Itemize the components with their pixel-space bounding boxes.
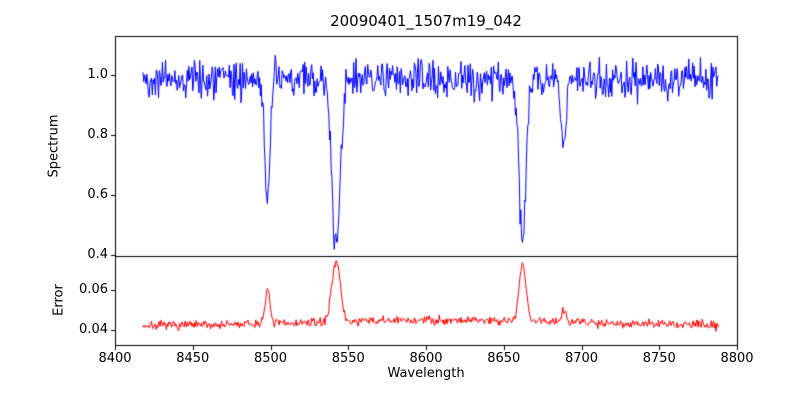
y-tick-label-0.4: 0.4 [87,247,108,263]
x-tick-label-8750: 8750 [642,351,676,366]
x-tick-label-8650: 8650 [487,351,521,366]
y-tick-label-0.04: 0.04 [79,322,108,337]
x-tick-label-8800: 8800 [720,351,754,366]
x-tick-label-8600: 8600 [409,351,443,366]
y-tick-label-0.06: 0.06 [79,282,108,297]
y-tick-label-0.6: 0.6 [87,187,108,203]
y-tick-label-1.0: 1.0 [87,67,108,83]
x-tick-label-8450: 8450 [176,351,210,366]
x-tick-label-8500: 8500 [253,351,288,366]
x-tick-label-8400: 8400 [98,351,132,366]
chart-title: 20090401_1507m19_042 [330,12,522,30]
x-tick-label-8550: 8550 [331,351,365,366]
y-tick-label-0.8: 0.8 [87,127,108,143]
x-tick-label-8700: 8700 [564,351,599,366]
x-axis-label: Wavelength [387,366,465,381]
y-axis-label-spectrum: Spectrum [46,114,62,178]
